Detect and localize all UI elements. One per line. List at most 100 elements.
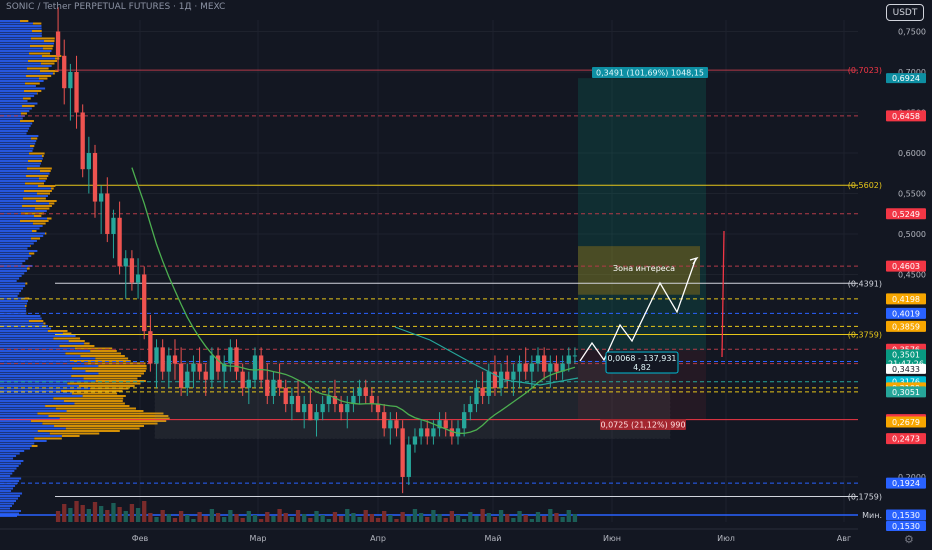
volume-bar: [511, 518, 516, 522]
vp-bar-blue: [0, 510, 22, 512]
vp-bar-blue: [0, 402, 75, 405]
vp-bar-blue: [0, 262, 23, 265]
vp-bar-blue: [0, 112, 21, 115]
volume-bar: [542, 516, 547, 522]
candle: [425, 420, 430, 445]
candle-body: [406, 444, 411, 477]
vp-bar-blue: [0, 85, 36, 87]
vp-bar-orange: [20, 120, 34, 122]
vp-bar-blue: [0, 260, 26, 262]
x-tick-label: Июн: [603, 534, 621, 543]
candle-body: [289, 395, 295, 405]
vp-bar-blue: [0, 410, 67, 412]
candle-body: [215, 355, 221, 372]
vp-bar-orange: [69, 360, 131, 362]
long-stop-label-text: 0,0725 (21,12%) 990: [600, 421, 685, 430]
volume-bar: [412, 509, 418, 522]
vp-bar-blue: [0, 247, 28, 250]
vp-bar-blue: [0, 470, 15, 472]
vp-bar-blue: [0, 52, 29, 55]
vp-bar-blue: [0, 140, 37, 142]
candle: [437, 412, 442, 437]
vp-bar-blue: [0, 207, 36, 210]
volume-bar: [455, 515, 461, 522]
level-label-text: 0,1924: [892, 479, 920, 488]
vp-bar-orange: [49, 432, 100, 435]
vp-bar-blue: [0, 180, 46, 182]
vp-bar-orange: [49, 202, 55, 205]
vp-bar-orange: [33, 22, 42, 25]
candle-body: [117, 217, 122, 267]
candle-body: [308, 404, 313, 421]
vp-bar-blue: [0, 507, 11, 510]
candle-body: [68, 72, 73, 89]
vp-bar-blue: [0, 365, 99, 367]
vp-bar-orange: [95, 380, 146, 382]
volume-bar: [505, 514, 510, 522]
vp-bar-orange: [65, 427, 140, 430]
vp-bar-blue: [0, 195, 48, 197]
candle-body: [271, 379, 276, 396]
candle: [498, 363, 504, 396]
vp-bar-blue: [0, 67, 27, 70]
candle-body: [129, 258, 135, 283]
candle-body: [222, 363, 227, 372]
currency-button[interactable]: USDT: [886, 4, 924, 21]
settings-icon[interactable]: ⚙: [904, 533, 914, 546]
candle-body: [240, 371, 245, 388]
vp-bar-blue: [0, 150, 33, 152]
volume-bar: [375, 518, 381, 522]
vp-bar-blue: [0, 495, 21, 497]
volume-bar: [566, 510, 571, 522]
candle: [55, 7, 61, 72]
vp-bar-blue: [0, 385, 79, 387]
volume-bar: [320, 515, 325, 522]
candle-body: [566, 355, 571, 364]
candle-body: [172, 355, 178, 364]
candle: [302, 395, 307, 429]
vp-bar-blue: [0, 232, 46, 235]
vp-bar-blue: [0, 45, 30, 47]
candle-body: [511, 371, 516, 380]
vp-bar-blue: [0, 320, 29, 322]
current-price-text: 0,3501: [892, 350, 920, 359]
vp-bar-blue: [0, 217, 48, 220]
volume-bar: [357, 517, 362, 522]
vp-bar-blue: [0, 315, 41, 317]
level-label: (0,7023): [848, 66, 882, 75]
vp-bar-blue: [0, 147, 34, 150]
vp-bar-blue: [0, 82, 25, 85]
vp-bar-blue: [0, 312, 27, 315]
vp-bar-orange: [22, 205, 52, 207]
vp-bar-orange: [26, 175, 49, 177]
vp-bar-blue: [0, 435, 62, 437]
vp-bar-blue: [0, 380, 96, 382]
vp-bar-orange: [47, 217, 52, 220]
candle: [560, 355, 565, 380]
candle-body: [142, 274, 147, 332]
vp-bar-orange: [37, 412, 164, 415]
candle-body: [55, 31, 61, 56]
vp-bar-blue: [0, 462, 21, 465]
vp-bar-blue: [0, 152, 29, 155]
candle-body: [375, 404, 381, 413]
volume-bar: [252, 515, 258, 522]
candle-body: [492, 371, 498, 388]
vp-bar-blue: [0, 272, 25, 275]
candle: [105, 177, 110, 243]
vp-bar-blue: [0, 175, 26, 177]
candle-body: [554, 363, 559, 372]
level-label: 0,1924: [886, 477, 926, 489]
vp-bar-blue: [0, 500, 17, 502]
volume-bar: [326, 519, 331, 522]
candle: [462, 404, 467, 437]
long-target-zone: [578, 78, 706, 351]
candle-body: [468, 404, 473, 413]
candle: [443, 412, 448, 437]
volume-bar: [308, 518, 313, 522]
vp-bar-orange: [90, 350, 117, 352]
candle: [222, 355, 227, 388]
candle-body: [542, 355, 547, 372]
vp-bar-orange: [37, 192, 50, 195]
